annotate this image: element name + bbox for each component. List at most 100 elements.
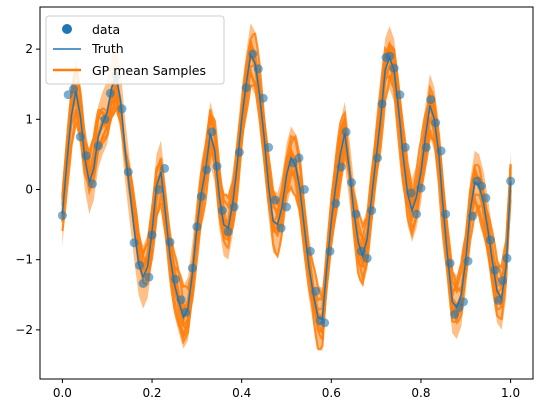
y-axis: −2 −1 0 1 2: [15, 42, 40, 337]
data-point: [490, 265, 500, 275]
data-point: [311, 286, 321, 296]
data-point: [100, 114, 110, 124]
data-point: [468, 211, 477, 221]
data-point: [270, 195, 280, 205]
data-point: [450, 309, 460, 319]
data-point: [506, 176, 516, 186]
y-tick-label: −2: [15, 323, 33, 337]
data-point: [441, 209, 451, 219]
x-tick-label: 0.8: [411, 386, 430, 400]
data-point: [445, 258, 455, 268]
y-tick-label: 1: [25, 112, 33, 126]
data-point: [105, 88, 115, 98]
y-tick-label: 2: [25, 42, 33, 56]
data-point: [351, 209, 361, 219]
legend-truth-label: Truth: [91, 41, 124, 56]
data-point: [181, 307, 191, 317]
x-tick-label: 0.6: [322, 386, 341, 400]
x-tick-label: 1.0: [501, 386, 520, 400]
data-point: [412, 209, 421, 219]
data-point: [202, 165, 212, 175]
data-point: [234, 147, 244, 157]
data-point: [356, 246, 366, 256]
data-point: [336, 162, 346, 172]
data-point: [138, 279, 148, 288]
truth-layer: [61, 52, 512, 321]
data-point: [389, 63, 399, 73]
data-point: [229, 202, 239, 212]
data-points-layer: [57, 49, 516, 328]
data-point: [416, 183, 426, 193]
data-point: [502, 253, 512, 263]
data-point: [347, 178, 356, 187]
data-point: [57, 211, 67, 220]
data-point: [325, 246, 335, 256]
legend: data Truth GP mean Samples: [45, 15, 225, 85]
x-axis: 0.0 0.2 0.4 0.6 0.8 1.0: [53, 379, 520, 400]
data-point: [147, 230, 157, 240]
data-point: [75, 132, 85, 142]
data-point: [63, 90, 73, 100]
data-point: [81, 151, 91, 161]
data-point: [331, 199, 341, 208]
data-point: [69, 84, 79, 94]
data-point: [241, 83, 251, 93]
data-point: [385, 51, 395, 61]
data-point: [264, 142, 274, 152]
data-point: [154, 185, 164, 194]
data-point: [223, 227, 233, 237]
data-point: [431, 118, 441, 128]
data-point: [400, 142, 410, 152]
data-point: [459, 297, 468, 307]
data-point: [367, 206, 377, 215]
data-point: [176, 295, 186, 305]
data-point: [341, 127, 351, 137]
legend-box: [45, 15, 225, 85]
y-tick-label: −1: [15, 253, 33, 267]
legend-gp-label: GP mean Samples: [92, 63, 206, 78]
y-tick-label: 0: [25, 182, 33, 196]
truth-line: [61, 52, 512, 321]
data-point: [196, 192, 206, 201]
data-point: [144, 272, 154, 282]
data-point: [117, 104, 127, 114]
data-point: [362, 253, 372, 263]
data-point: [165, 237, 175, 247]
data-point: [207, 127, 217, 137]
data-point: [135, 260, 144, 270]
data-point: [87, 179, 97, 189]
data-point: [276, 223, 286, 233]
data-point: [373, 153, 382, 163]
legend-data-label: data: [92, 22, 120, 37]
data-point: [282, 202, 291, 212]
data-point: [248, 49, 258, 59]
x-tick-label: 0.0: [53, 386, 72, 400]
data-point: [377, 99, 387, 109]
data-point: [494, 295, 503, 305]
x-tick-label: 0.2: [142, 386, 161, 400]
data-point: [320, 318, 330, 328]
data-point: [299, 185, 309, 194]
data-point: [93, 141, 103, 151]
data-point: [436, 146, 446, 156]
data-point: [129, 238, 139, 248]
data-point: [294, 153, 304, 163]
data-point: [485, 235, 495, 245]
data-point: [253, 64, 263, 74]
data-point: [258, 93, 268, 103]
plot-frame: [39, 6, 534, 380]
data-point: [305, 246, 315, 256]
data-point: [123, 167, 133, 177]
gp-sample-line: [61, 32, 512, 351]
data-point: [463, 256, 473, 266]
data-point: [406, 188, 416, 198]
x-tick-label: 0.4: [232, 386, 251, 400]
data-point: [187, 263, 197, 273]
data-point: [498, 276, 507, 286]
data-point: [426, 95, 436, 105]
data-point: [160, 163, 170, 173]
data-point: [217, 206, 227, 215]
data-point: [481, 193, 491, 203]
legend-data-marker: [62, 24, 72, 34]
